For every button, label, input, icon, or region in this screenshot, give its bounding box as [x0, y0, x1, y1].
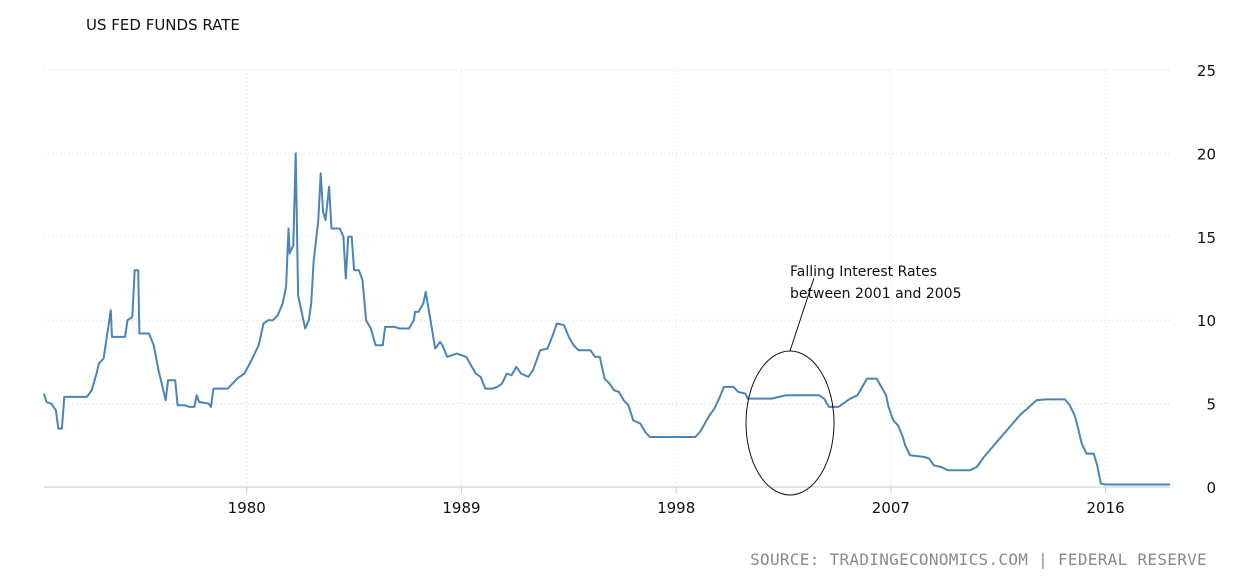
y-tick-label: 10 [1197, 312, 1216, 330]
y-tick-label: 5 [1206, 396, 1216, 414]
x-tick-label: 1989 [442, 499, 480, 517]
x-tick-labels: 1980 1989 1998 2007 2016 [228, 499, 1125, 517]
x-tick-label: 1980 [228, 499, 266, 517]
annotation-ellipse [745, 350, 835, 496]
vertical-gridlines [246, 70, 1107, 493]
annotation-line-1: Falling Interest Rates [790, 264, 937, 280]
annotation: Falling Interest Rates between 2001 and … [745, 264, 962, 496]
x-tick-label: 2016 [1086, 499, 1124, 517]
y-tick-label: 15 [1197, 229, 1216, 247]
y-tick-labels: 0 5 10 15 20 25 [1197, 62, 1216, 497]
series-line [43, 152, 1170, 486]
y-tick-label: 0 [1206, 479, 1216, 497]
source-label: SOURCE: TRADINGECONOMICS.COM | FEDERAL R… [750, 550, 1207, 569]
annotation-line-2: between 2001 and 2005 [790, 286, 962, 302]
annotation-pointer [789, 277, 815, 352]
y-tick-label: 20 [1197, 145, 1216, 163]
x-tick-label: 2007 [872, 499, 910, 517]
x-tick-label: 1998 [657, 499, 695, 517]
chart-title: US FED FUNDS RATE [86, 16, 240, 34]
horizontal-gridlines [44, 69, 1170, 405]
y-tick-label: 25 [1197, 62, 1216, 80]
